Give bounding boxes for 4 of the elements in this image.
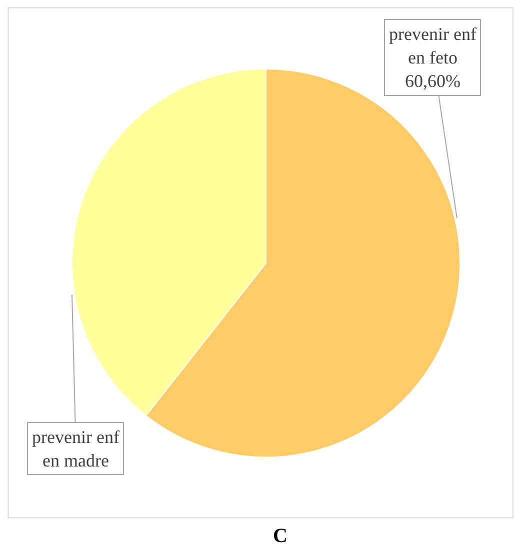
slice-label: prevenir enf en feto [389,24,476,68]
text: C [273,525,288,547]
data-label: 60,60% [404,70,460,91]
slice-label: prevenir enf en madre [32,427,120,470]
